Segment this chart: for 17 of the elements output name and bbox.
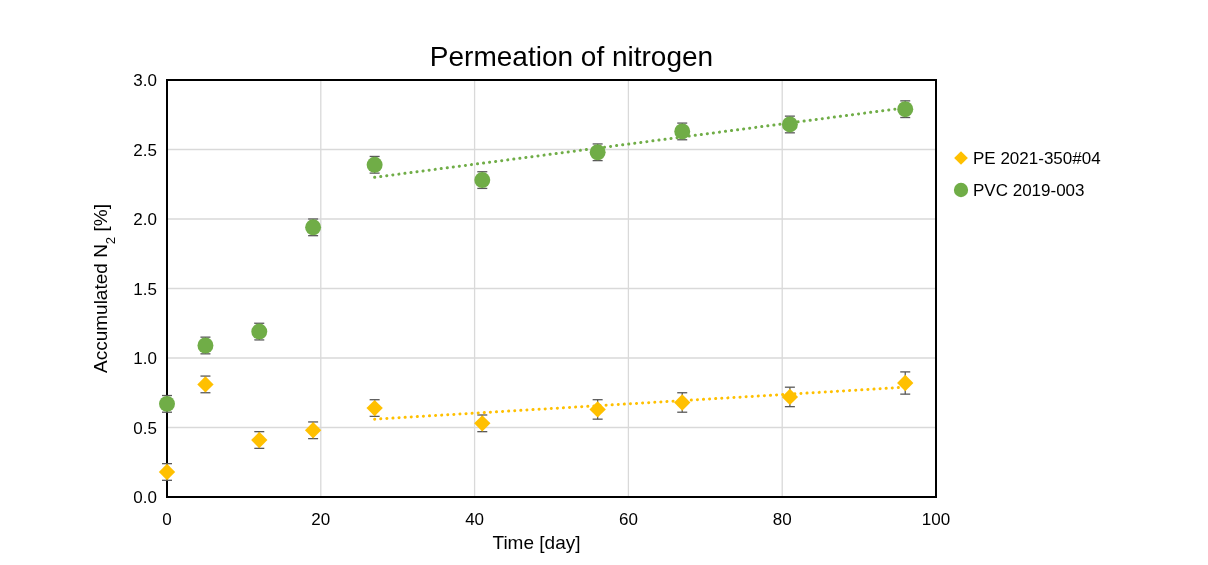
y-tick-label: 2.5 xyxy=(133,140,157,160)
y-tick-label: 1.5 xyxy=(133,279,157,299)
legend-label: PVC 2019-003 xyxy=(973,181,1085,200)
y-tick-label: 3.0 xyxy=(133,71,157,90)
y-tick-label: 2.0 xyxy=(133,210,157,229)
x-tick-label: 60 xyxy=(618,510,638,529)
y-tick-label: 0.5 xyxy=(133,418,157,438)
x-tick-label: 0 xyxy=(162,510,172,529)
x-tick-label: 100 xyxy=(921,510,951,529)
x-tick-label: 80 xyxy=(772,510,792,529)
y-tick-label: 1.0 xyxy=(133,349,157,368)
x-tick-label: 20 xyxy=(311,510,331,529)
x-axis-title: Time [day] xyxy=(492,532,581,553)
y-tick-label: 0.0 xyxy=(133,488,157,507)
chart-title: Permeation of nitrogen xyxy=(429,41,714,72)
x-tick-label: 40 xyxy=(465,510,485,529)
legend-label: PE 2021-350#04 xyxy=(973,149,1101,168)
